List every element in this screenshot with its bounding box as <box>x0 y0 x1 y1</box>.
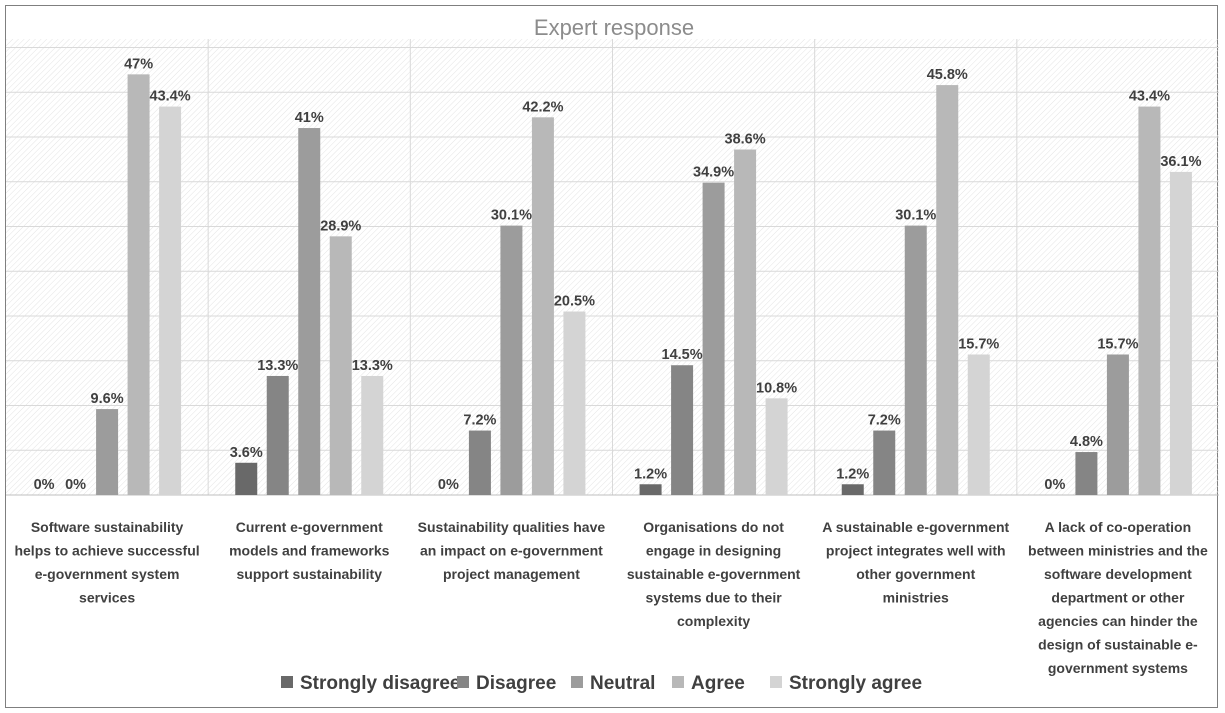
data-label: 41% <box>295 110 324 126</box>
data-label: 0% <box>65 477 86 493</box>
legend-swatch <box>672 676 684 688</box>
legend-label: Neutral <box>590 673 655 694</box>
legend-item: Strongly disagree <box>281 673 461 694</box>
bar-agree <box>531 117 554 495</box>
legend-label: Agree <box>691 673 745 694</box>
data-label: 43.4% <box>1129 89 1170 105</box>
bar-neutral <box>298 128 321 496</box>
data-label: 1.2% <box>836 466 869 482</box>
category-label: A lack of co-operation between ministries… <box>1028 519 1208 676</box>
bar-neutral <box>1106 354 1129 495</box>
data-label: 38.6% <box>725 132 766 148</box>
bar-strongly-disagree <box>235 462 258 495</box>
legend-swatch <box>281 676 293 688</box>
legend: Strongly disagree Disagree Neutral Agree Str… <box>281 673 922 694</box>
chart-svg: Expert response 0% 0% 9.6% 47% 43.4% 3.6% 13.3… <box>6 15 1219 694</box>
data-label: 14.5% <box>662 347 703 363</box>
legend-label: Strongly disagree <box>300 673 461 694</box>
chart-frame: Expert response 0% 0% 9.6% 47% 43.4% 3.6% 13.3… <box>5 5 1219 708</box>
data-label: 7.2% <box>463 413 496 429</box>
data-label: 1.2% <box>634 466 667 482</box>
bar-disagree <box>266 375 289 495</box>
bar-strongly-agree <box>159 106 182 495</box>
bar-neutral <box>96 409 119 495</box>
data-label: 13.3% <box>352 358 393 374</box>
data-label: 3.6% <box>230 445 263 461</box>
data-label: 45.8% <box>927 67 968 83</box>
legend-label: Disagree <box>476 673 556 694</box>
data-label: 0% <box>438 477 459 493</box>
data-label: 36.1% <box>1160 154 1201 170</box>
data-label: 28.9% <box>320 218 361 234</box>
bar-group <box>96 74 1192 496</box>
gridlines <box>6 39 1219 496</box>
chart-title: Expert response <box>534 15 694 40</box>
bar-disagree <box>671 365 694 495</box>
data-labels: 0% 0% 9.6% 47% 43.4% 3.6% 13.3% 41% 28.9% 13.3% 0%… <box>34 56 1202 493</box>
category-label: Current e-government models and framework… <box>229 519 389 582</box>
category-labels: Software sustainability helps to achieve … <box>14 519 1207 676</box>
category-label: Sustainability qualities have an impact o… <box>418 519 606 582</box>
data-label: 42.2% <box>522 99 563 115</box>
bar-strongly-agree <box>361 375 384 495</box>
bar-agree <box>127 74 150 495</box>
bar-neutral <box>702 182 725 495</box>
bar-neutral <box>500 225 523 496</box>
data-label: 15.7% <box>1097 336 1138 352</box>
bar-agree <box>329 236 352 495</box>
bar-strongly-disagree <box>639 484 662 495</box>
data-label: 13.3% <box>257 358 298 374</box>
data-label: 0% <box>34 477 55 493</box>
legend-item: Neutral <box>571 673 655 694</box>
legend-swatch <box>571 676 583 688</box>
bar-disagree <box>1075 452 1098 495</box>
data-label: 30.1% <box>491 208 532 224</box>
legend-item: Strongly agree <box>770 673 922 694</box>
data-label: 30.1% <box>895 208 936 224</box>
bar-strongly-agree <box>967 354 990 495</box>
bar-strongly-disagree <box>841 484 864 495</box>
category-label: Software sustainability helps to achieve … <box>14 519 199 606</box>
data-label: 20.5% <box>554 294 595 310</box>
category-label: Organisations do not engage in designing s… <box>627 519 801 629</box>
bar-strongly-agree <box>765 398 788 495</box>
legend-item: Agree <box>672 673 745 694</box>
bar-agree <box>1138 106 1161 495</box>
data-label: 4.8% <box>1070 434 1103 450</box>
bar-disagree <box>468 430 491 495</box>
bar-strongly-agree <box>1169 171 1192 495</box>
data-label: 9.6% <box>91 391 124 407</box>
bar-agree <box>936 85 959 495</box>
data-label: 43.4% <box>150 89 191 105</box>
data-label: 47% <box>124 56 153 72</box>
category-label: A sustainable e-government project integr… <box>822 519 1009 606</box>
bar-neutral <box>904 225 927 496</box>
data-label: 10.8% <box>756 380 797 396</box>
data-label: 7.2% <box>868 413 901 429</box>
bar-strongly-agree <box>563 311 586 495</box>
legend-item: Disagree <box>457 673 556 694</box>
bar-agree <box>734 149 757 495</box>
legend-swatch <box>457 676 469 688</box>
legend-swatch <box>770 676 782 688</box>
legend-label: Strongly agree <box>789 673 922 694</box>
data-label: 0% <box>1044 477 1065 493</box>
bar-disagree <box>873 430 896 495</box>
data-label: 34.9% <box>693 165 734 181</box>
data-label: 15.7% <box>958 336 999 352</box>
